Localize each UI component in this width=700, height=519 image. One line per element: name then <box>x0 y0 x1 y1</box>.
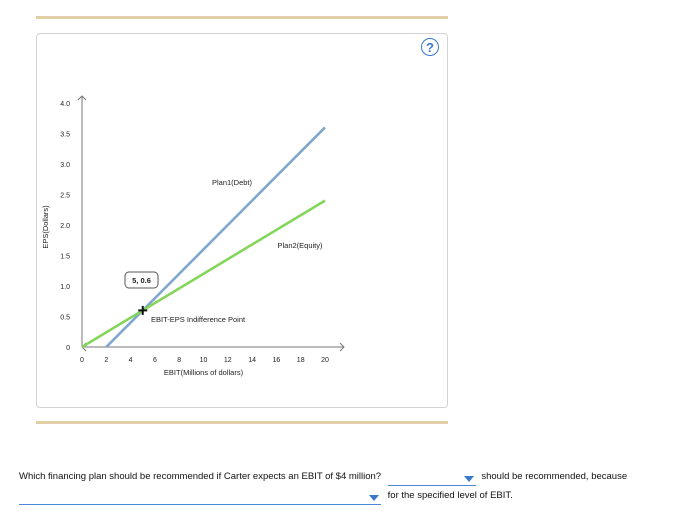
bottom-divider <box>36 421 448 424</box>
x-tick-label: 0 <box>80 357 84 364</box>
y-tick-label: 3.5 <box>60 132 70 139</box>
plan-dropdown[interactable] <box>387 473 476 486</box>
point-label: 5, 0.6 <box>132 276 151 285</box>
x-tick-label: 10 <box>200 357 208 364</box>
point-label-box <box>124 271 159 289</box>
chevron-down-icon <box>463 476 474 482</box>
help-button[interactable]: ? <box>421 38 439 56</box>
question-prefix: Which financing plan should be recommend… <box>19 471 382 482</box>
x-tick-label: 4 <box>129 357 133 364</box>
chart-panel <box>36 33 448 408</box>
series-label: Plan2(Equity) <box>277 241 323 250</box>
reason-dropdown[interactable] <box>19 492 381 505</box>
x-tick-label: 16 <box>273 357 281 364</box>
y-tick-label: 4.0 <box>60 101 70 108</box>
x-tick-label: 14 <box>248 357 256 364</box>
question-text: Which financing plan should be recommend… <box>19 467 689 505</box>
x-tick-label: 2 <box>104 357 108 364</box>
x-axis-arrow <box>339 342 345 352</box>
y-tick-label: 0 <box>66 345 70 352</box>
question-middle: should be recommended, because <box>481 471 628 482</box>
series-label: Plan1(Debt) <box>212 178 253 187</box>
y-tick-label: 2.0 <box>60 223 70 230</box>
x-axis-title: EBIT(Millions of dollars) <box>164 368 244 377</box>
x-tick-label: 18 <box>297 357 305 364</box>
y-tick-label: 2.5 <box>60 193 70 200</box>
y-tick-label: 3.0 <box>60 162 70 169</box>
y-tick-label: 1.5 <box>60 254 70 261</box>
chevron-down-icon <box>369 495 379 501</box>
series-line <box>81 199 326 349</box>
y-axis-title: EPS(Dollars) <box>41 205 50 249</box>
x-tick-label: 12 <box>224 357 232 364</box>
y-axis-arrow <box>77 95 87 101</box>
point-caption: EBIT-EPS Indifference Point <box>151 315 246 324</box>
question-suffix: for the specified level of EBIT. <box>387 490 513 501</box>
x-tick-label: 20 <box>321 357 329 364</box>
top-divider <box>36 16 448 19</box>
y-tick-label: 0.5 <box>60 315 70 322</box>
x-tick-label: 6 <box>153 357 157 364</box>
y-tick-label: 1.0 <box>60 284 70 291</box>
x-tick-label: 8 <box>177 357 181 364</box>
